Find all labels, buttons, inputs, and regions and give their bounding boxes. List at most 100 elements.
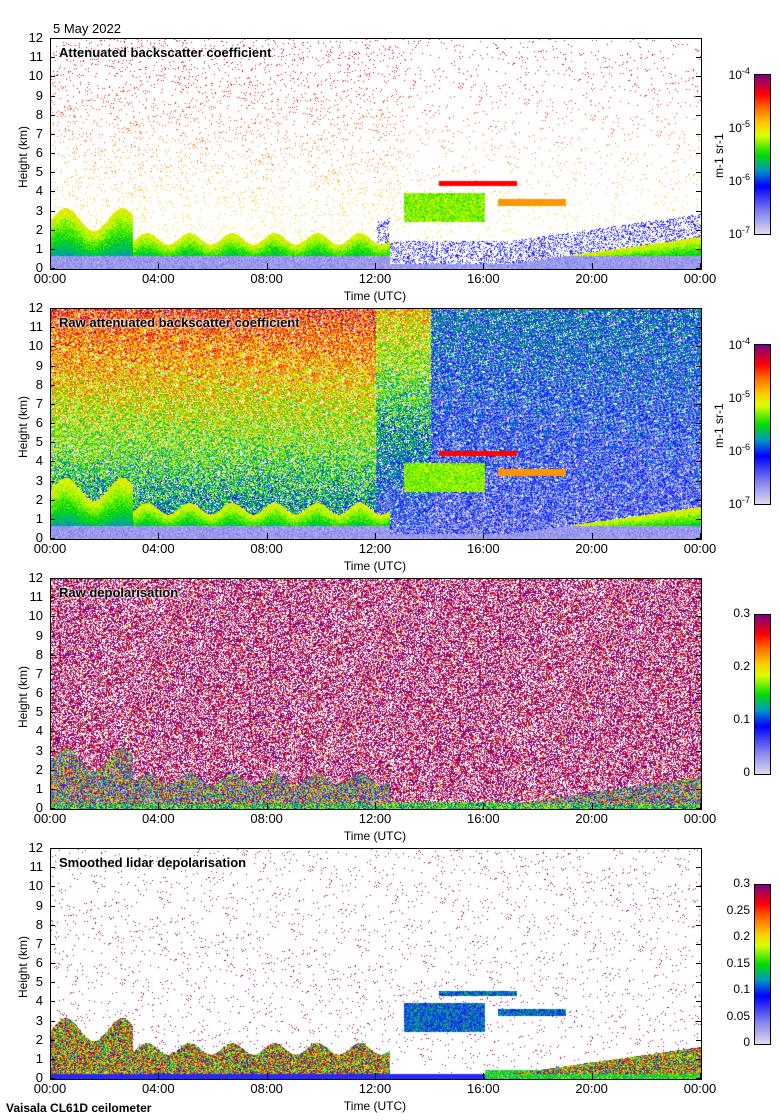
heatmap-image <box>51 309 701 539</box>
x-tick-label: 08:00 <box>250 541 283 556</box>
y-tick-mark <box>696 1078 701 1079</box>
x-tick-label: 04:00 <box>142 811 175 826</box>
y-tick-mark <box>50 133 55 135</box>
y-tick-mark <box>50 153 55 154</box>
x-tick-label: 04:00 <box>142 1081 175 1096</box>
y-tick-label: 9 <box>35 87 43 103</box>
y-tick-label: 6 <box>35 415 43 430</box>
y-tick-mark <box>696 712 701 714</box>
x-tick-mark <box>158 263 160 269</box>
y-tick-mark <box>50 750 55 752</box>
y-tick-label: 5 <box>35 704 43 720</box>
y-tick-mark <box>696 38 701 39</box>
y-tick-mark <box>696 905 701 907</box>
y-tick-label: 8 <box>35 646 43 662</box>
colorbar-tick-label: 0.25 <box>726 902 750 917</box>
heatmap-panel-3: Raw depolarisation <box>50 578 702 810</box>
y-tick-label: 10 <box>28 68 43 84</box>
y-tick-mark <box>50 693 55 694</box>
y-tick-mark <box>696 95 701 97</box>
y-tick-label: 6 <box>35 145 43 160</box>
y-tick-mark <box>696 499 701 501</box>
y-tick-label: 12 <box>28 300 43 315</box>
y-tick-label: 0 <box>35 800 43 815</box>
x-tick-label: 00:00 <box>683 271 717 286</box>
y-tick-mark <box>696 1001 701 1003</box>
x-tick-mark <box>591 803 593 809</box>
x-tick-mark <box>700 803 701 809</box>
x-axis-label: Time (UTC) <box>343 829 407 843</box>
y-tick-mark <box>696 635 701 637</box>
y-tick-mark <box>696 57 701 59</box>
y-tick-label: 1 <box>35 510 43 526</box>
colorbar-tick-label: 0.1 <box>733 982 750 996</box>
y-tick-mark <box>50 1039 55 1041</box>
colorbar-tick-label: 10-4 <box>728 336 750 352</box>
y-tick-label: 6 <box>35 955 43 970</box>
x-axis-label: Time (UTC) <box>343 289 407 303</box>
y-tick-mark <box>696 654 701 656</box>
y-tick-mark <box>50 635 55 637</box>
x-tick-mark <box>700 1073 701 1079</box>
y-tick-mark <box>696 597 701 599</box>
colorbar-unit-label: m-1 sr-1 <box>712 403 726 448</box>
y-tick-mark <box>50 403 55 405</box>
x-tick-mark <box>483 533 485 539</box>
x-tick-label: 16:00 <box>467 541 500 556</box>
colorbar <box>754 614 771 775</box>
x-tick-label: 12:00 <box>358 541 392 556</box>
colorbar-tick-label: 0.3 <box>733 876 750 890</box>
colorbar-tick-label: 10-6 <box>728 172 750 188</box>
y-tick-mark <box>696 210 701 212</box>
y-tick-mark <box>50 538 55 539</box>
y-tick-mark <box>696 191 701 193</box>
y-tick-mark <box>696 229 701 231</box>
colorbar-tick-label: 10-4 <box>728 66 750 82</box>
heatmap-panel-4: Smoothed lidar depolarisation <box>50 848 702 1080</box>
y-tick-mark <box>696 693 701 694</box>
y-tick-mark <box>696 384 701 386</box>
y-tick-mark <box>50 346 55 348</box>
x-tick-label: 00:00 <box>683 811 717 826</box>
y-tick-mark <box>696 1020 701 1022</box>
y-tick-mark <box>50 867 55 869</box>
y-tick-label: 7 <box>35 395 43 411</box>
y-tick-label: 7 <box>35 125 43 141</box>
y-tick-label: 10 <box>28 878 43 894</box>
y-tick-label: 3 <box>35 472 43 488</box>
y-tick-label: 4 <box>35 453 43 469</box>
y-tick-mark <box>696 153 701 154</box>
y-tick-mark <box>696 1058 701 1060</box>
y-tick-mark <box>50 365 55 367</box>
x-tick-mark <box>158 803 160 809</box>
y-tick-mark <box>50 57 55 59</box>
y-tick-mark <box>696 963 701 964</box>
y-tick-label: 6 <box>35 685 43 700</box>
y-tick-mark <box>696 442 701 444</box>
y-tick-mark <box>696 114 701 116</box>
y-tick-mark <box>50 924 55 926</box>
y-tick-label: 11 <box>29 49 44 65</box>
y-tick-mark <box>50 1058 55 1060</box>
x-tick-mark <box>50 533 51 539</box>
x-tick-mark <box>483 803 485 809</box>
y-tick-mark <box>50 1001 55 1003</box>
colorbar-tick-label: 0 <box>743 765 750 779</box>
y-tick-mark <box>50 76 55 78</box>
y-tick-mark <box>696 518 701 520</box>
y-tick-mark <box>50 114 55 116</box>
heatmap-panel-1: Attenuated backscatter coefficient <box>50 38 702 270</box>
x-axis-label: Time (UTC) <box>343 1099 407 1113</box>
x-tick-mark <box>700 263 701 269</box>
panel-title: Smoothed lidar depolarisation <box>59 855 247 870</box>
x-tick-label: 20:00 <box>575 811 608 826</box>
x-tick-mark <box>158 1073 160 1079</box>
y-tick-mark <box>50 769 55 771</box>
y-tick-mark <box>50 943 55 945</box>
colorbar-tick-label: 0.2 <box>733 929 750 943</box>
y-tick-label: 2 <box>35 761 43 777</box>
y-tick-mark <box>50 327 55 329</box>
y-tick-mark <box>696 248 701 250</box>
x-tick-mark <box>700 533 701 539</box>
x-tick-label: 20:00 <box>575 271 608 286</box>
